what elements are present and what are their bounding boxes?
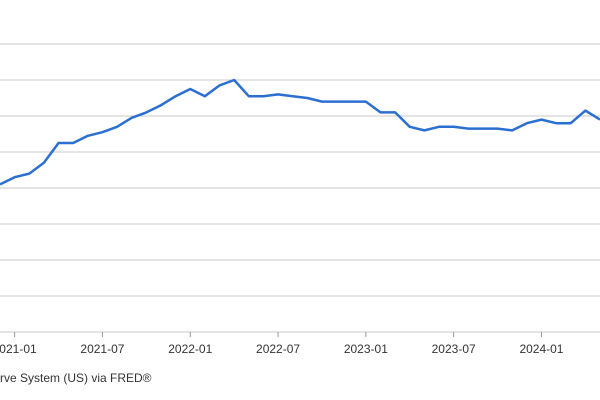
source-note: rve System (US) via FRED® bbox=[0, 371, 152, 385]
x-tick-label: 2021-01 bbox=[0, 342, 37, 356]
x-tick-label: 2021-07 bbox=[80, 342, 124, 356]
x-tick-label: 2024-01 bbox=[519, 342, 563, 356]
data-line bbox=[0, 78, 600, 186]
x-tick-label: 2023-07 bbox=[432, 342, 476, 356]
x-tick-label: 2022-01 bbox=[168, 342, 212, 356]
x-tick-label: 2023-01 bbox=[344, 342, 388, 356]
x-tick-label: 2022-07 bbox=[256, 342, 300, 356]
